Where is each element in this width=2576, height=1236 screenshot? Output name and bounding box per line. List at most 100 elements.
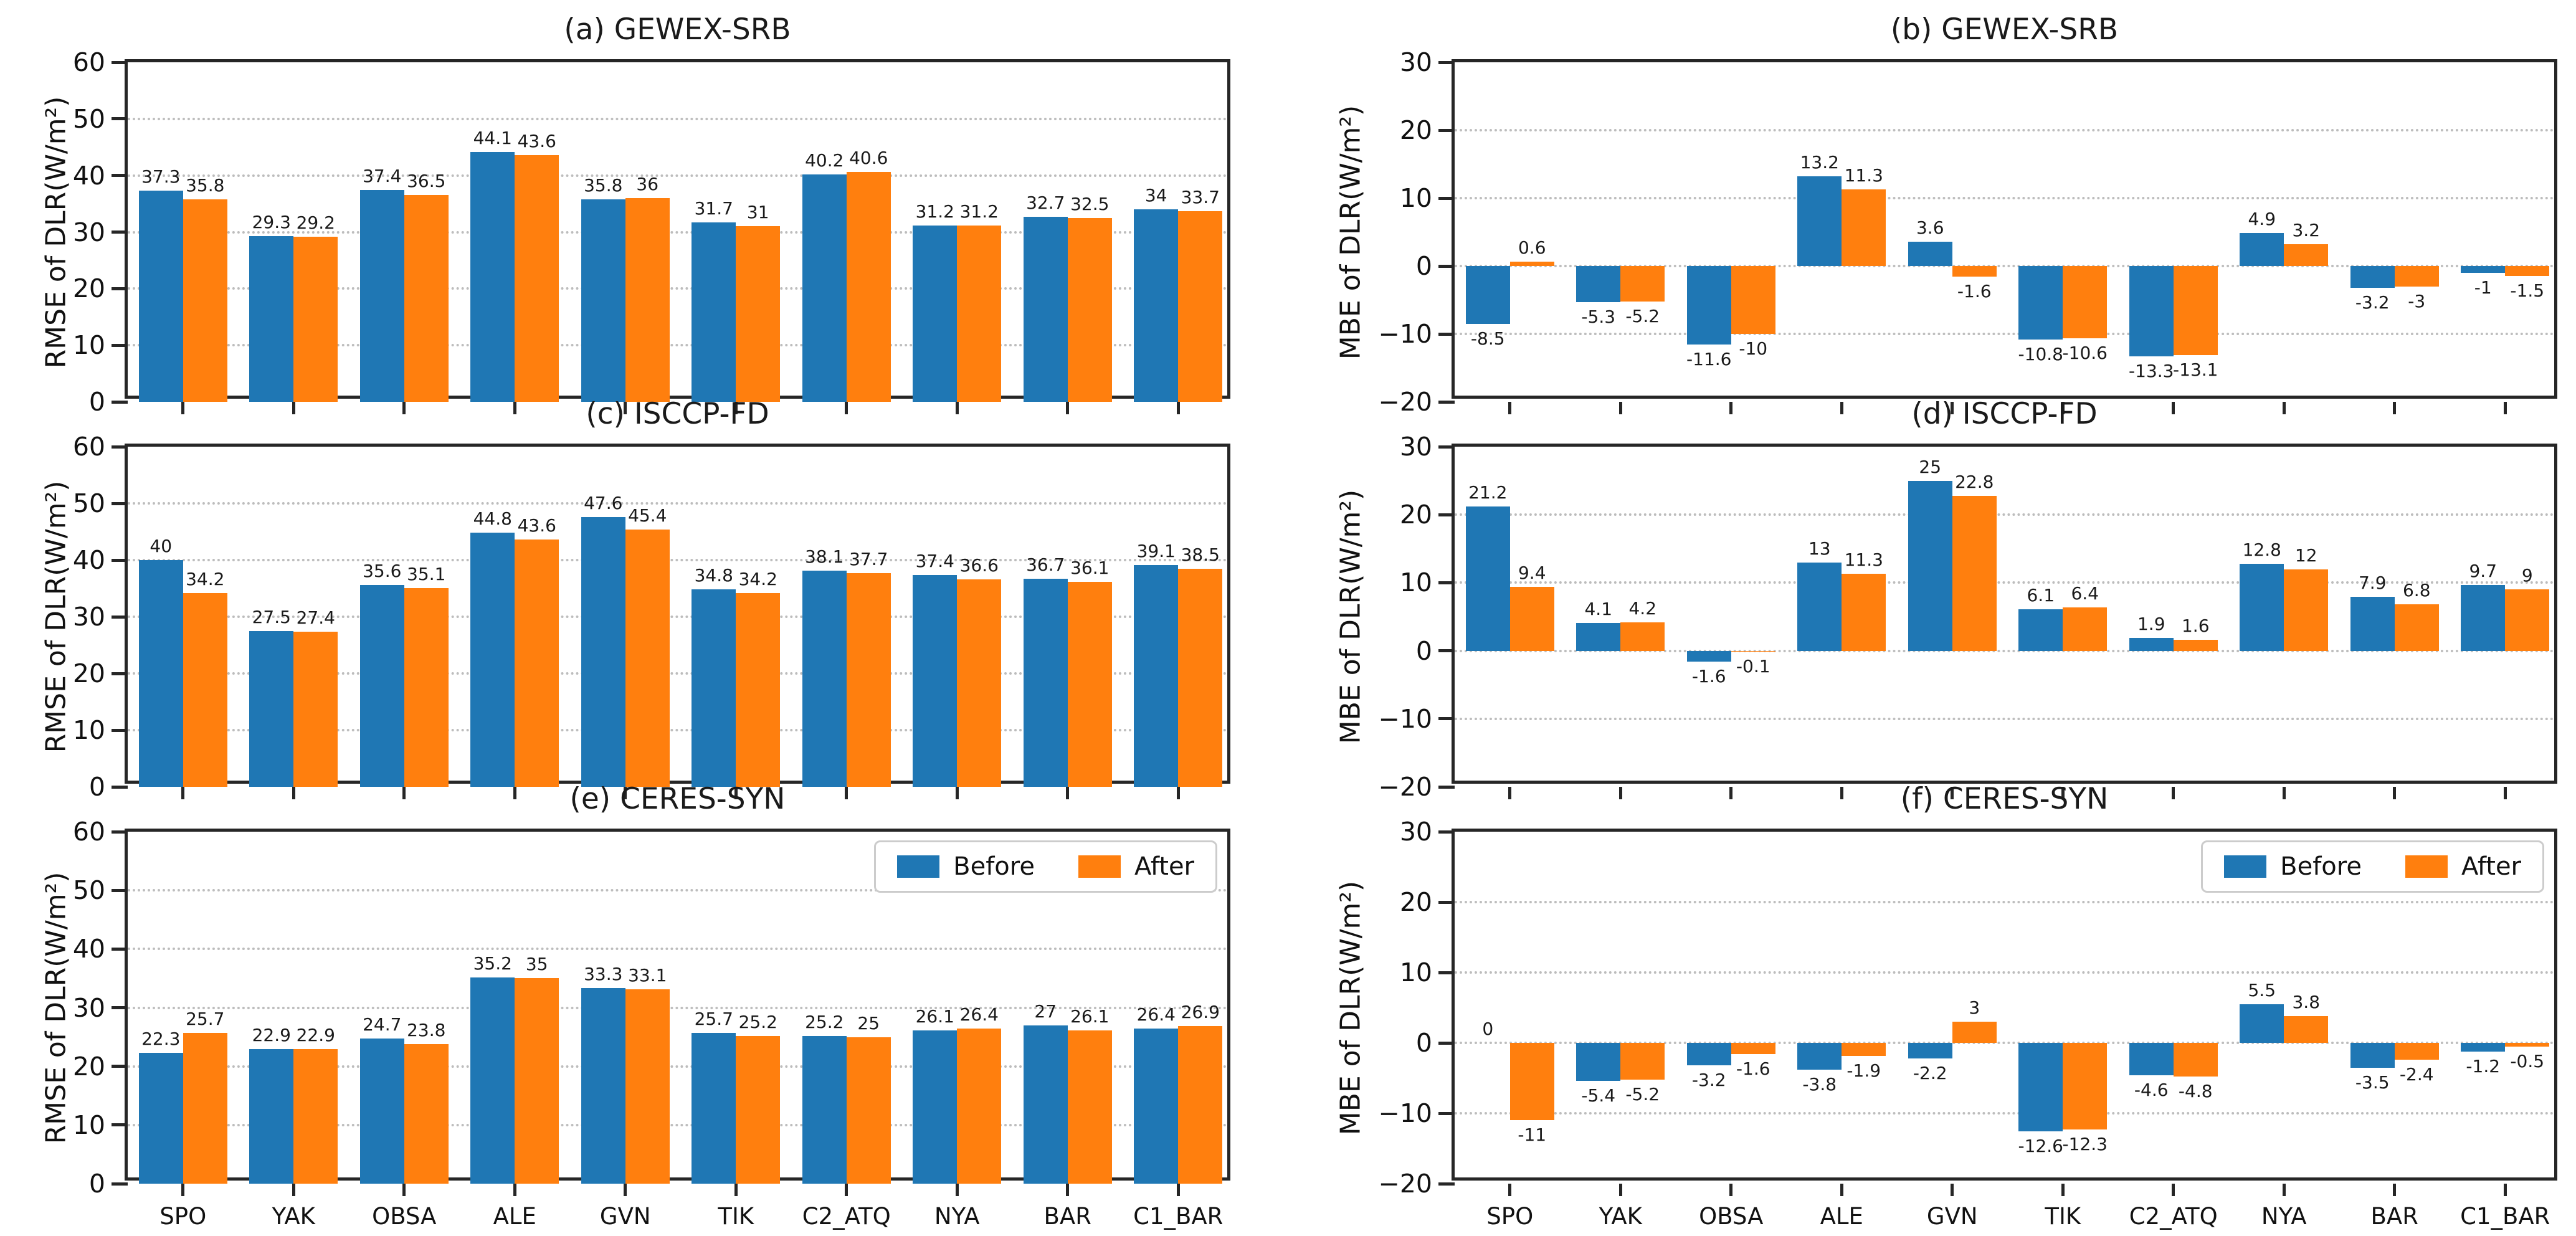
bar-before-OBSA xyxy=(359,1039,404,1184)
bar-value-label: 40.2 xyxy=(805,150,844,171)
bar-before-C1_BAR xyxy=(1134,565,1179,787)
bar-after-BAR xyxy=(2394,1043,2439,1060)
bar-value-label: -12.3 xyxy=(2062,1133,2108,1154)
y-tick-label: 60 xyxy=(72,47,105,77)
bar-after-TIK xyxy=(2063,266,2108,338)
bar-value-label: 44.8 xyxy=(473,508,512,530)
bar-value-label: 22.9 xyxy=(296,1025,335,1046)
y-tick-mark xyxy=(112,830,128,834)
x-tick-mark xyxy=(1951,1184,1954,1196)
x-tick-mark xyxy=(955,402,959,414)
x-tick-mark xyxy=(513,402,516,414)
y-tick-mark xyxy=(112,888,128,892)
x-tick-mark xyxy=(624,1184,627,1196)
x-tick-mark xyxy=(1729,787,1733,799)
x-tick-mark xyxy=(1176,787,1180,799)
bar-before-C1_BAR xyxy=(1134,209,1179,402)
bar-after-GVN xyxy=(625,989,670,1184)
bar-before-YAK xyxy=(249,1049,294,1184)
y-tick-label: 50 xyxy=(72,488,105,518)
bar-after-SPO xyxy=(183,199,227,402)
gridline-0 xyxy=(1455,649,2554,652)
y-tick-mark xyxy=(112,1123,128,1127)
bar-after-ALE xyxy=(1842,574,1886,651)
bar-after-TIK xyxy=(2063,607,2108,651)
x-tick-mark xyxy=(2503,787,2507,799)
bar-after-GVN xyxy=(1952,266,1997,277)
y-tick-label: 20 xyxy=(1399,887,1432,917)
y-tick-mark xyxy=(112,1182,128,1186)
bar-after-NYA xyxy=(957,579,1002,787)
y-tick-mark xyxy=(1438,649,1455,653)
panel-title: (a) GEWEX-SRB xyxy=(564,12,791,47)
x-tick-mark xyxy=(1066,1184,1070,1196)
y-tick-mark xyxy=(112,174,128,178)
y-tick-label: −20 xyxy=(1378,1169,1432,1199)
y-tick-label: 10 xyxy=(1399,958,1432,987)
bar-before-TIK xyxy=(2018,609,2063,651)
bar-after-C1_BAR xyxy=(1178,211,1223,402)
bar-value-label: 32.5 xyxy=(1070,193,1110,214)
bar-after-OBSA xyxy=(404,195,449,402)
bar-after-C2_ATQ xyxy=(846,172,891,402)
x-tick-label-TIK: TIK xyxy=(718,1203,754,1230)
bar-after-BAR xyxy=(1067,217,1112,402)
y-tick-label: 30 xyxy=(1399,47,1432,77)
bar-value-label: 26.4 xyxy=(959,1004,999,1025)
bar-after-C1_BAR xyxy=(2505,266,2550,277)
bar-value-label: -11.6 xyxy=(1686,349,1732,370)
bar-after-OBSA xyxy=(1731,1043,1775,1055)
gridline-40 xyxy=(128,174,1227,177)
bar-value-label: 27 xyxy=(1034,1001,1057,1022)
bar-before-SPO xyxy=(1465,266,1510,324)
bar-value-label: 25.2 xyxy=(805,1011,844,1032)
x-tick-label-C1_BAR: C1_BAR xyxy=(1133,1203,1224,1230)
y-tick-mark xyxy=(112,343,128,347)
y-tick-mark xyxy=(1438,264,1455,268)
bar-before-NYA xyxy=(2240,232,2284,266)
x-tick-label-SPO: SPO xyxy=(159,1203,207,1230)
x-tick-mark xyxy=(402,1184,406,1196)
bar-before-C1_BAR xyxy=(2461,584,2506,651)
bar-value-label: -1.6 xyxy=(1736,1058,1770,1080)
bar-value-label: 3 xyxy=(1969,997,1980,1019)
y-tick-label: −10 xyxy=(1378,1098,1432,1128)
y-tick-label: 10 xyxy=(72,1110,105,1140)
bar-after-OBSA xyxy=(1731,266,1775,334)
panel-a-gewex-srb-rmse: (a) GEWEX-SRB RMSE of DLR(W/m²) 0 10 20 30 40 5… xyxy=(40,12,1230,417)
bar-value-label: 32.7 xyxy=(1026,192,1065,213)
legend-item-after: After xyxy=(2405,852,2521,881)
bar-before-ALE xyxy=(1797,562,1842,651)
bar-value-label: 27.4 xyxy=(296,607,335,628)
bar-value-label: 7.9 xyxy=(2358,573,2387,594)
bar-before-YAK xyxy=(1576,622,1621,651)
bar-value-label: -1.9 xyxy=(1846,1060,1881,1082)
bar-before-YAK xyxy=(249,630,294,787)
bar-before-BAR xyxy=(1023,1025,1068,1184)
bar-value-label: 5.5 xyxy=(2248,979,2276,1001)
bar-value-label: -5.4 xyxy=(1581,1085,1616,1106)
bar-value-label: -5.3 xyxy=(1581,306,1616,327)
x-tick-label-C2_ATQ: C2_ATQ xyxy=(802,1203,891,1230)
bar-value-label: 33.7 xyxy=(1181,186,1220,207)
bar-after-ALE xyxy=(515,978,559,1184)
x-tick-mark xyxy=(1618,402,1622,414)
y-tick-label: 50 xyxy=(72,103,105,134)
x-tick-mark xyxy=(1618,1184,1622,1196)
x-tick-mark xyxy=(734,787,738,799)
bar-value-label: 35.8 xyxy=(584,174,623,196)
bar-after-BAR xyxy=(1067,1030,1112,1184)
bar-before-C1_BAR xyxy=(2461,1043,2506,1052)
bar-after-C1_BAR xyxy=(1178,568,1223,787)
bar-after-C2_ATQ xyxy=(846,573,891,787)
bar-value-label: 13.2 xyxy=(1800,152,1839,173)
gridline--10 xyxy=(1455,1112,2554,1115)
bar-after-NYA xyxy=(2284,1016,2329,1043)
bar-value-label: 44.1 xyxy=(473,128,512,149)
y-tick-mark xyxy=(1438,971,1455,974)
bar-before-YAK xyxy=(1576,1043,1621,1082)
y-tick-label: −10 xyxy=(1378,703,1432,734)
panel-f-ceres-syn-mbe: (f) CERES-SYN MBE of DLR(W/m²) −20 −10 0 10 20… xyxy=(1335,782,2557,1230)
legend-item-after: After xyxy=(1078,852,1194,881)
x-tick-mark xyxy=(513,787,516,799)
